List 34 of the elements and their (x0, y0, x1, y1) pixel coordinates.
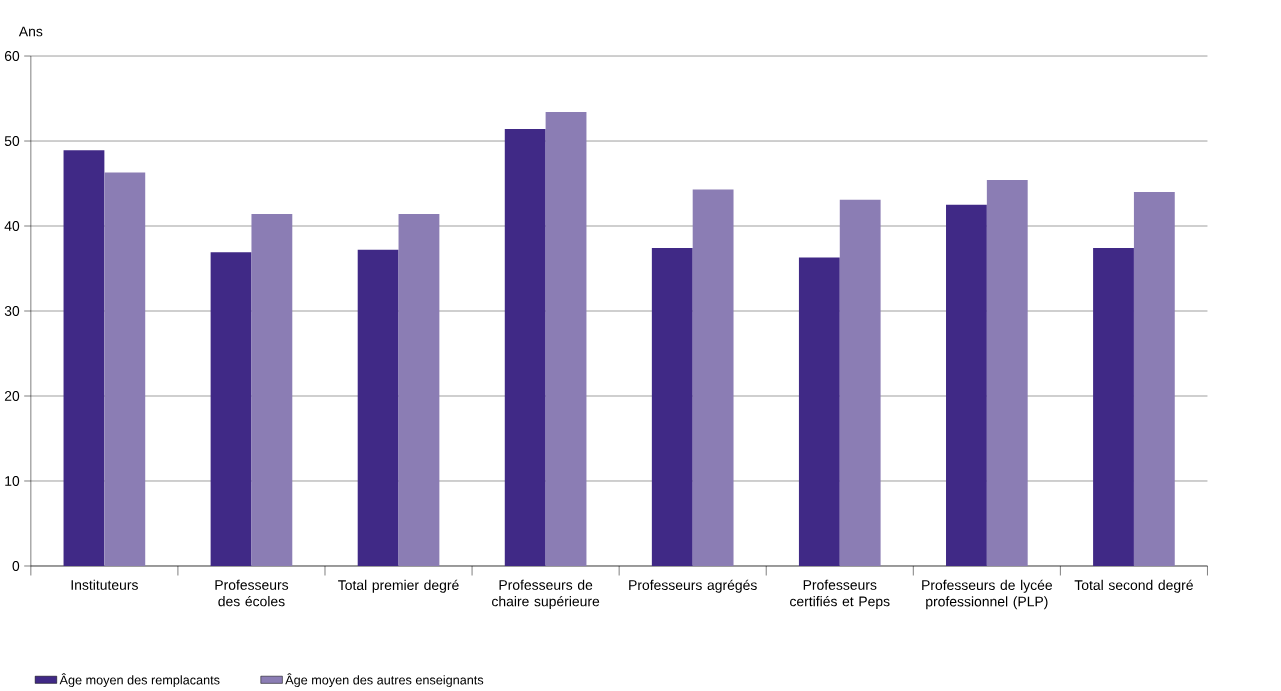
x-tick-label: Professeurs des écoles (215, 579, 289, 607)
y-tick-label: 0 (12, 560, 20, 571)
bar (251, 213, 293, 566)
bar (839, 199, 881, 566)
bar (504, 128, 546, 566)
bar (398, 213, 440, 566)
y-tick-label: 20 (4, 390, 20, 401)
x-tick-label: Professeurs de lycée professionnel (PLP) (922, 579, 1053, 610)
x-tick-label: Professeurs certifiés et Peps (790, 579, 890, 609)
bar (986, 179, 1028, 566)
y-tick-label: 60 (4, 50, 20, 61)
x-tick-label: Total second degré (1074, 579, 1193, 593)
bar (104, 172, 146, 566)
x-tick-label: Instituteurs (71, 579, 138, 590)
bar (545, 111, 587, 566)
y-tick-label: 40 (4, 220, 20, 231)
bar (946, 204, 987, 566)
x-tick-label: Professeurs agrégés (629, 579, 757, 593)
x-tick-label: Total premier degré (338, 579, 459, 593)
legend-label: Âge moyen des remplacants (59, 673, 220, 687)
bar (798, 257, 840, 566)
x-tick-label: Professeurs de chaire supérieure (492, 579, 600, 609)
bar (1133, 191, 1175, 566)
bar (357, 249, 399, 566)
bar (63, 150, 105, 566)
legend-label: Âge moyen des autres enseignants (285, 673, 484, 687)
y-axis-title: Ans (18, 26, 43, 37)
y-tick-label: 50 (4, 135, 20, 146)
bar (692, 189, 734, 566)
y-tick-label: 30 (4, 305, 20, 316)
bar (1093, 247, 1134, 566)
y-tick-label: 10 (5, 475, 20, 486)
bar (210, 252, 252, 566)
bar (651, 247, 693, 566)
